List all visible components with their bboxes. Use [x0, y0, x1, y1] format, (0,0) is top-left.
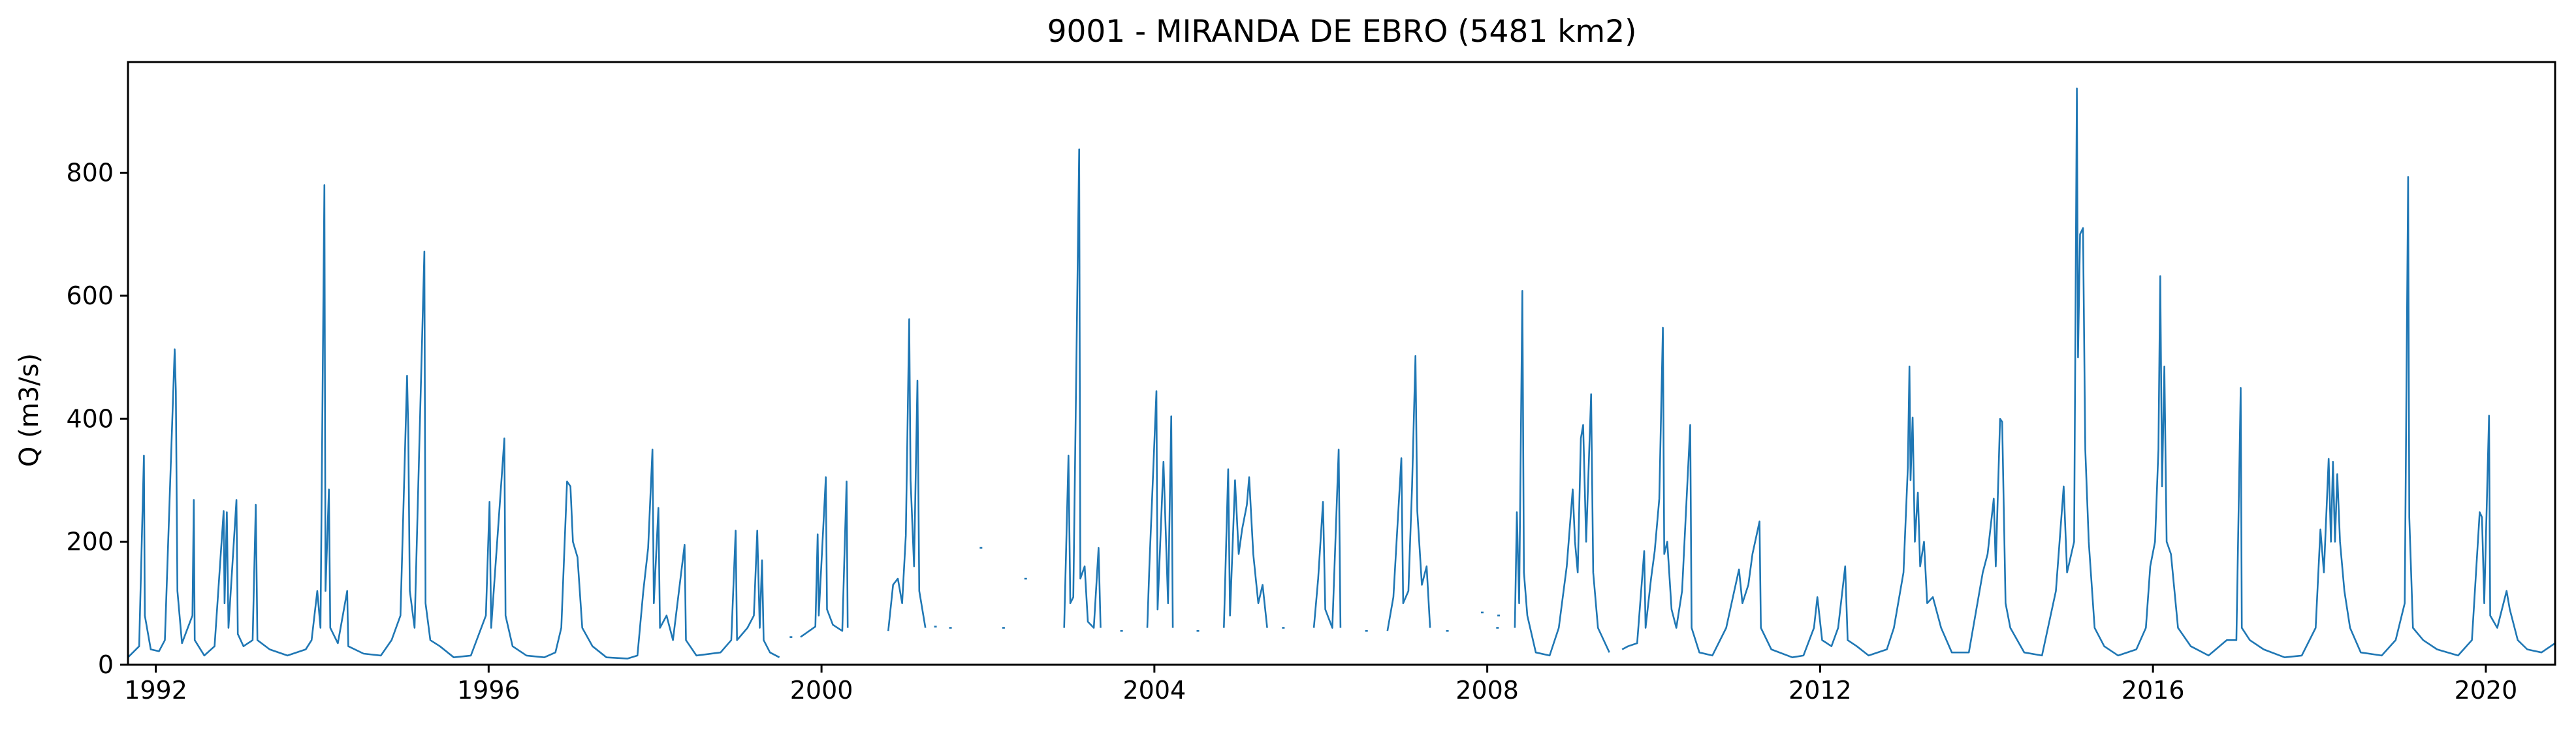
y-tick-label: 200 [66, 528, 114, 556]
plot-frame [127, 61, 2556, 666]
series-segment-0-5 [1223, 468, 1268, 628]
series-segment-0-1 [800, 476, 849, 638]
y-tick-label: 800 [66, 159, 114, 187]
series-segment-0-3 [1063, 148, 1102, 629]
x-tick-label: 2020 [2455, 676, 2518, 705]
series-segment-0-4 [1146, 390, 1174, 628]
x-tick-label: 2004 [1123, 676, 1186, 705]
series-layer [127, 88, 2556, 660]
series-segment-0-8 [1514, 290, 1610, 657]
series-segment-0-9 [1621, 88, 2556, 658]
series-segment-0-7 [1386, 355, 1431, 631]
y-tick-label: 0 [98, 650, 114, 679]
series-segment-0-0 [127, 184, 780, 660]
x-axis-ticks: 1992 1996 2000 2004 2008 2012 2016 2020 [124, 665, 2517, 705]
chart-title: 9001 - MIRANDA DE EBRO (5481 km2) [1047, 14, 1637, 50]
y-axis-ticks: 0 200 400 600 800 [66, 159, 128, 679]
y-axis-label: Q (m3/s) [14, 353, 44, 467]
y-tick-label: 600 [66, 281, 114, 310]
x-tick-label: 1992 [124, 676, 187, 705]
series-segment-0-2 [887, 318, 927, 631]
x-tick-label: 2000 [790, 676, 853, 705]
x-tick-label: 2016 [2122, 676, 2185, 705]
y-tick-label: 400 [66, 404, 114, 433]
x-tick-label: 2008 [1455, 676, 1519, 705]
x-tick-label: 2012 [1789, 676, 1852, 705]
series-segment-0-6 [1312, 449, 1342, 629]
x-tick-label: 1996 [457, 676, 520, 705]
